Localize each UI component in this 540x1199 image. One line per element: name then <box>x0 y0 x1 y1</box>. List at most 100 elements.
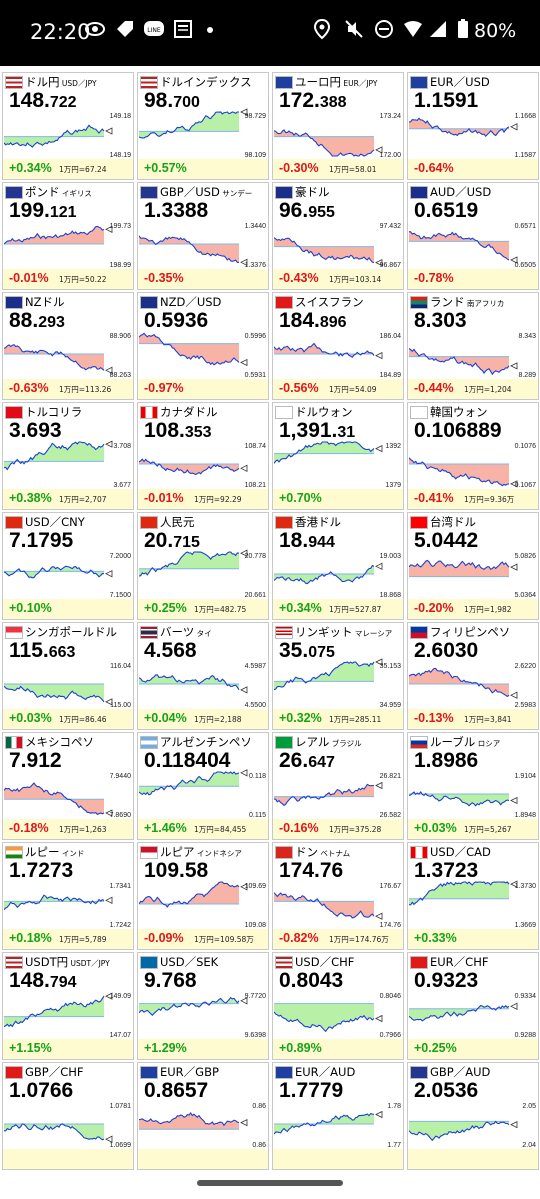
rate-tile[interactable]: リンギット マレーシア 35.075 35.153 34.959 +0.32% 1万円=2… <box>272 622 404 730</box>
current-price-marker-icon <box>510 1002 518 1010</box>
sparkline-fill <box>139 882 239 907</box>
axis-low-label: 7.1500 <box>110 592 132 599</box>
rate-price-major: 0.8657 <box>144 1079 209 1102</box>
sparkline-chart: 1.9104 1.8948 <box>409 773 536 819</box>
rate-price: 1.0766 <box>9 1079 73 1103</box>
location-icon <box>313 18 331 40</box>
rate-tile[interactable]: EUR／USD 1.1591 1.1668 1.1587 -0.64% <box>407 72 539 180</box>
currency-name: 豪ドル <box>295 184 330 200</box>
sparkline-fill <box>139 674 239 690</box>
rate-tile[interactable]: 豪ドル 96.955 97.432 96.867 -0.43% 1万円=103.14 <box>272 182 404 290</box>
country-flag-icon <box>410 186 428 199</box>
rate-tile[interactable]: EUR／AUD 1.7779 1.78 1.77 <box>272 1062 404 1170</box>
rate-tile[interactable]: ドン ベトナム 174.76 176.67 174.76 -0.82% 1万円=174.7… <box>272 842 404 950</box>
current-price-marker-icon <box>105 992 113 1000</box>
rate-tile[interactable]: GBP／AUD 2.0536 2.05 2.04 <box>407 1062 539 1170</box>
rate-tile[interactable]: ユーロ円 EUR／JPY 172.388 173.24 172.00 -0.30% 1万円… <box>272 72 404 180</box>
rate-tile[interactable]: EUR／CHF 0.9323 0.9334 0.9288 +0.25% <box>407 952 539 1060</box>
home-gesture-handle[interactable] <box>197 1180 343 1186</box>
axis-low-label: 184.89 <box>380 372 402 379</box>
change-band: -0.44% 1万円=1,204 <box>408 379 538 399</box>
rate-tile[interactable]: ランド 南アフリカ 8.303 8.343 8.289 -0.44% 1万円=1,204 <box>407 292 539 400</box>
rate-price-major: 2.0536 <box>414 1079 479 1102</box>
change-percent: +0.70% <box>279 491 322 505</box>
conversion-note: 1万円=285.11 <box>329 715 382 724</box>
sparkline-line <box>409 667 510 698</box>
sparkline-line <box>409 457 510 487</box>
sparkline-line <box>409 117 510 138</box>
rate-tile-grid: ドル円 USD／JPY 148.722 149.18 148.19 +0.34% 1万円=… <box>2 72 539 1170</box>
sparkline-fill <box>139 1112 239 1130</box>
change-band: +0.70% <box>273 489 403 509</box>
current-price-marker-icon <box>375 444 383 453</box>
currency-name: メキシコペソ <box>25 734 94 750</box>
rate-tile[interactable]: ドルインデックス 98.700 98.729 98.109 +0.57% <box>137 72 269 180</box>
currency-name-sub: ブラジル <box>329 739 362 748</box>
status-bar: 22:20 LINE 80% <box>0 0 540 66</box>
rate-tile[interactable]: アルゼンチンペソ 0.118404 0.118 0.115 +1.46% 1万円=84,4… <box>137 732 269 840</box>
rate-tile[interactable]: ドルウォン 1,391.31 1392 1379 +0.70% <box>272 402 404 510</box>
axis-high-label: 0.86 <box>252 1103 266 1110</box>
axis-high-label: 1.3730 <box>515 883 537 890</box>
rate-tile[interactable]: NZドル 88.293 88.906 88.263 -0.63% 1万円=113.26 <box>2 292 134 400</box>
rate-tile[interactable]: フィリピンペソ 2.6030 2.6220 2.5983 -0.13% 1万円=3,841 <box>407 622 539 730</box>
rate-tile[interactable]: バーツ タイ 4.568 4.5987 4.5500 +0.04% 1万円=2,188 <box>137 622 269 730</box>
rate-tile[interactable]: USD／CAD 1.3723 1.3730 1.3669 +0.33% <box>407 842 539 950</box>
rate-tile[interactable]: トルコリラ 3.693 3.708 3.677 +0.38% 1万円=2,707 <box>2 402 134 510</box>
change-band: -0.64% <box>408 159 538 179</box>
change-band: +1.46% 1万円=84,455 <box>138 819 268 839</box>
rate-tile[interactable]: USD／SEK 9.768 9.7720 9.6398 +1.29% <box>137 952 269 1060</box>
currency-name: USD／SEK <box>160 954 218 970</box>
rate-tile[interactable]: シンガポールドル 115.663 116.04 115.00 +0.03% 1万円=86.… <box>2 622 134 730</box>
axis-high-label: 116.04 <box>110 663 131 670</box>
rate-tile[interactable]: GBP／USD サンデー 1.3388 1.3440 1.3376 -0.35% <box>137 182 269 290</box>
rate-tile[interactable]: NZD／USD 0.5936 0.5996 0.5931 -0.97% <box>137 292 269 400</box>
rate-tile[interactable]: USD／CNY 7.1795 7.2000 7.1500 +0.10% <box>2 512 134 620</box>
axis-high-label: 0.1076 <box>515 443 537 450</box>
change-percent: +1.29% <box>144 1041 187 1055</box>
conversion-note: 1万円=67.24 <box>59 165 107 174</box>
rate-tile[interactable]: 人民元 20.715 20.778 20.661 +0.25% 1万円=482.75 <box>137 512 269 620</box>
tile-header: NZドル <box>5 294 131 310</box>
rate-price: 88.293 <box>9 309 65 333</box>
sparkline-chart: 1.78 1.77 <box>274 1103 401 1149</box>
rate-tile[interactable]: ポンド イギリス 199.121 199.73 198.99 -0.01% 1万円=50.… <box>2 182 134 290</box>
rate-tile[interactable]: メキシコペソ 7.912 7.9440 7.8690 -0.18% 1万円=1,263 <box>2 732 134 840</box>
currency-name: EUR／CHF <box>430 954 488 970</box>
tile-header: USD／CNY <box>5 514 131 530</box>
rate-tile[interactable]: GBP／CHF 1.0766 1.0781 1.0699 <box>2 1062 134 1170</box>
rate-tile[interactable]: スイスフラン 184.896 186.04 184.89 -0.56% 1万円=54.09 <box>272 292 404 400</box>
rate-tile[interactable]: レアル ブラジル 26.647 26.821 26.582 -0.16% 1万円=375.… <box>272 732 404 840</box>
rate-tile[interactable]: 台湾ドル 5.0442 5.0826 5.0364 -0.20% 1万円=1,982 <box>407 512 539 620</box>
sparkline-line <box>4 565 105 579</box>
rate-tile[interactable]: EUR／GBP 0.8657 0.86 0.86 <box>137 1062 269 1170</box>
current-price-marker-icon <box>105 127 113 135</box>
rate-tile[interactable]: USD／CHF 0.8043 0.8046 0.7966 +0.89% <box>272 952 404 1060</box>
rate-tile[interactable]: ルピー インド 1.7273 1.7341 1.7242 +0.18% 1万円=5,789 <box>2 842 134 950</box>
more-notifications-dot-icon <box>207 27 213 33</box>
current-price-marker-icon <box>375 146 383 154</box>
rate-tile[interactable]: AUD／USD 0.6519 0.6571 0.6505 -0.78% <box>407 182 539 290</box>
current-price-marker-icon <box>105 698 113 706</box>
rate-tile[interactable]: 韓国ウォン 0.106889 0.1076 0.1067 -0.41% 1万円=9.36万 <box>407 402 539 510</box>
tile-header: 人民元 <box>140 514 266 530</box>
sparkline-chart: 108.74 108.21 <box>139 443 266 489</box>
rate-tile[interactable]: ドル円 USD／JPY 148.722 149.18 148.19 +0.34% 1万円=… <box>2 72 134 180</box>
change-percent: +0.34% <box>9 161 52 175</box>
sparkline-fill <box>4 996 104 1027</box>
conversion-note: 1万円=3,841 <box>464 715 512 724</box>
tile-header: トルコリラ <box>5 404 131 420</box>
sparkline-fill <box>409 668 509 697</box>
sparkline-fill <box>4 684 104 702</box>
rate-tile[interactable]: 香港ドル 18.944 19.003 18.868 +0.34% 1万円=527.87 <box>272 512 404 620</box>
rate-tile[interactable]: ルーブル ロシア 1.8986 1.9104 1.8948 +0.03% 1万円=5,26… <box>407 732 539 840</box>
rate-tile[interactable]: USDT円 USDT／JPY 148.794 149.09 147.07 +1.15% <box>2 952 134 1060</box>
conversion-note: 1万円=1,982 <box>464 605 512 614</box>
current-price-marker-icon <box>105 570 113 578</box>
rate-tile[interactable]: ルピア インドネシア 109.58 109.69 109.08 -0.09% 1万円=10… <box>137 842 269 950</box>
tile-header: 韓国ウォン <box>410 404 536 420</box>
change-band: -0.13% 1万円=3,841 <box>408 709 538 729</box>
rate-tile[interactable]: カナダドル 108.353 108.74 108.21 -0.01% 1万円=92.29 <box>137 402 269 510</box>
currency-name: ユーロ円 EUR／JPY <box>295 74 377 90</box>
axis-low-label: 172.00 <box>380 152 402 159</box>
